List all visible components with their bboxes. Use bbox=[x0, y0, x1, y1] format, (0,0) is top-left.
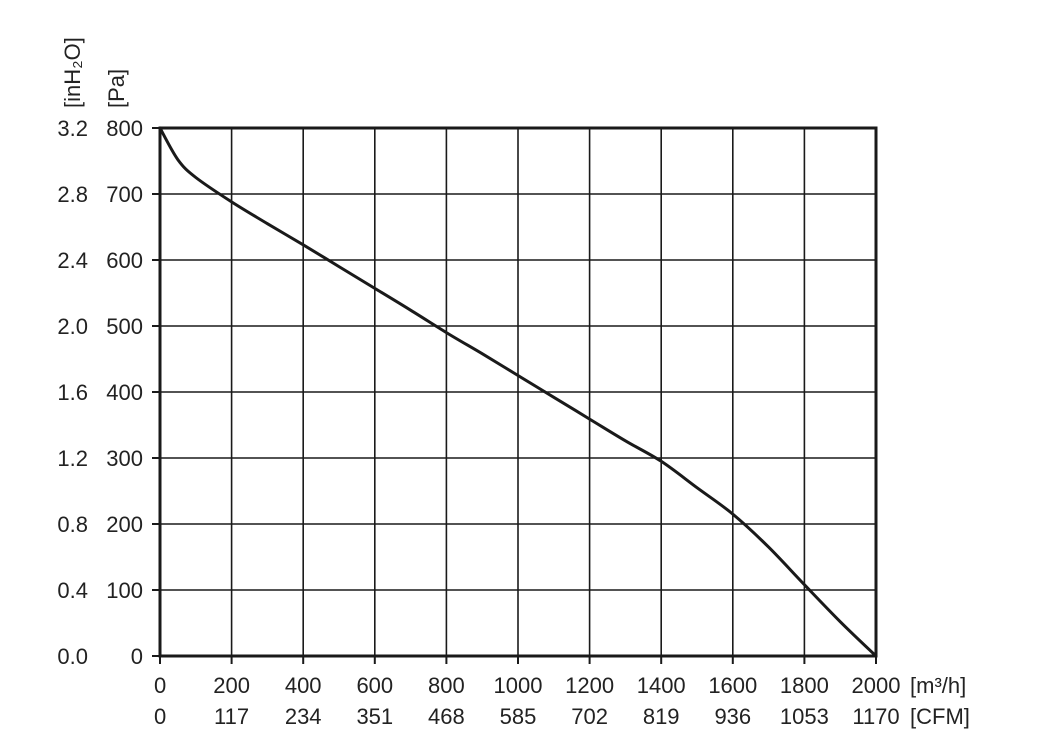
y-tick-label-primary: 200 bbox=[106, 512, 143, 537]
x-tick-label-primary: 1200 bbox=[565, 673, 614, 698]
grid-lines bbox=[160, 128, 876, 656]
x-tick-label-secondary: 1053 bbox=[780, 704, 829, 729]
x-tick-label-secondary: 819 bbox=[643, 704, 680, 729]
y-tick-labels-primary: 0 100 200 300 400 500 600 700 800 bbox=[106, 116, 143, 669]
y-tick-label-secondary: 3.2 bbox=[57, 116, 88, 141]
x-tick-marks bbox=[159, 656, 877, 664]
series-line bbox=[158, 126, 878, 658]
y-tick-label-primary: 600 bbox=[106, 248, 143, 273]
y-unit-primary: [Pa] bbox=[104, 69, 129, 108]
y-tick-label-primary: 500 bbox=[106, 314, 143, 339]
x-tick-label-primary: 1400 bbox=[637, 673, 686, 698]
x-tick-label-primary: 1000 bbox=[494, 673, 543, 698]
x-tick-label-primary: 0 bbox=[154, 673, 166, 698]
y-tick-label-secondary: 0.8 bbox=[57, 512, 88, 537]
x-tick-label-primary: 2000 bbox=[852, 673, 901, 698]
x-tick-label-primary: 1600 bbox=[708, 673, 757, 698]
y-tick-label-secondary: 1.6 bbox=[57, 380, 88, 405]
x-tick-label-primary: 600 bbox=[356, 673, 393, 698]
y-tick-label-secondary: 0.4 bbox=[57, 578, 88, 603]
x-tick-label-secondary: 351 bbox=[356, 704, 393, 729]
y-tick-label-secondary: 2.4 bbox=[57, 248, 88, 273]
x-unit-secondary: [CFM] bbox=[910, 704, 970, 729]
y-tick-label-secondary: 2.8 bbox=[57, 182, 88, 207]
y-tick-label-primary: 0 bbox=[131, 644, 143, 669]
y-tick-label-secondary: 1.2 bbox=[57, 446, 88, 471]
y-tick-label-primary: 800 bbox=[106, 116, 143, 141]
x-tick-labels-secondary: 0 117 234 351 468 585 702 819 936 1053 1170 bbox=[154, 704, 900, 729]
x-tick-labels-primary: 0 200 400 600 800 1000 1200 1400 1600 1800 2000 bbox=[154, 673, 900, 698]
x-tick-label-secondary: 702 bbox=[571, 704, 608, 729]
x-tick-label-primary: 1800 bbox=[780, 673, 829, 698]
y-tick-label-primary: 300 bbox=[106, 446, 143, 471]
x-tick-label-secondary: 585 bbox=[500, 704, 537, 729]
x-tick-label-secondary: 936 bbox=[714, 704, 751, 729]
x-tick-label-primary: 800 bbox=[428, 673, 465, 698]
y-tick-marks bbox=[152, 127, 160, 657]
x-tick-label-secondary: 234 bbox=[285, 704, 322, 729]
x-tick-label-primary: 200 bbox=[213, 673, 250, 698]
x-unit-primary: [m³/h] bbox=[910, 673, 966, 698]
y-tick-label-primary: 100 bbox=[106, 578, 143, 603]
x-tick-label-secondary: 468 bbox=[428, 704, 465, 729]
x-tick-label-secondary: 0 bbox=[154, 704, 166, 729]
y-tick-label-primary: 700 bbox=[106, 182, 143, 207]
y-tick-label-primary: 400 bbox=[106, 380, 143, 405]
x-tick-label-secondary: 1170 bbox=[852, 704, 899, 729]
y-tick-label-secondary: 2.0 bbox=[57, 314, 88, 339]
y-tick-labels-secondary: 0.0 0.4 0.8 1.2 1.6 2.0 2.4 2.8 3.2 bbox=[57, 116, 88, 669]
x-tick-label-primary: 400 bbox=[285, 673, 322, 698]
y-unit-secondary: [inH₂O] bbox=[60, 37, 85, 108]
y-tick-label-secondary: 0.0 bbox=[57, 644, 88, 669]
x-tick-label-secondary: 117 bbox=[214, 704, 249, 729]
